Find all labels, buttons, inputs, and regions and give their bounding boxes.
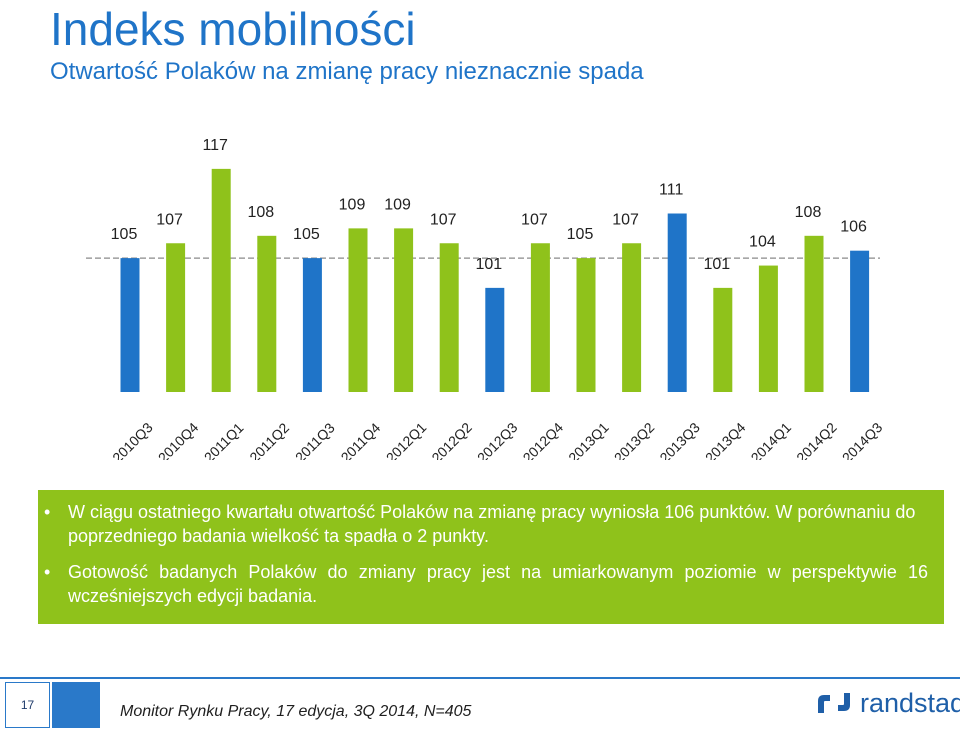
summary-list: W ciągu ostatniego kwartału otwartość Po… <box>44 500 928 608</box>
randstad-logo-text: randstad <box>860 687 960 718</box>
x-tick-label: 2014Q3 <box>839 419 886 460</box>
summary-bullet-1: W ciągu ostatniego kwartału otwartość Po… <box>44 500 928 548</box>
page-subtitle: Otwartość Polaków na zmianę pracy niezna… <box>50 58 644 85</box>
x-tick-label: 2012Q3 <box>474 419 521 460</box>
bar-value-label: 109 <box>384 196 411 213</box>
x-tick-label: 2010Q3 <box>109 419 156 460</box>
bar-value-label: 109 <box>339 196 366 213</box>
x-tick-label: 2013Q1 <box>565 419 612 460</box>
bar-value-label: 105 <box>111 226 138 243</box>
bar-value-label: 101 <box>475 256 502 273</box>
bar <box>804 235 824 392</box>
bar <box>348 228 368 392</box>
bar-value-label: 107 <box>521 211 548 228</box>
summary-box: W ciągu ostatniego kwartału otwartość Po… <box>38 490 944 624</box>
x-tick-label: 2011Q4 <box>338 419 384 460</box>
bar-value-label: 111 <box>659 182 683 199</box>
bar <box>576 258 596 392</box>
randstad-logo: randstad <box>816 687 960 719</box>
bar-value-label: 107 <box>156 211 183 228</box>
bar-value-label: 108 <box>795 204 822 221</box>
randstad-logo-icon <box>818 693 850 713</box>
x-tick-label: 2011Q2 <box>246 419 292 460</box>
x-tick-label: 2011Q3 <box>292 419 338 460</box>
bar-value-label: 105 <box>293 226 320 243</box>
bar <box>439 243 459 392</box>
bar <box>622 243 642 392</box>
bar <box>485 287 505 392</box>
bar-value-label: 117 <box>202 137 228 154</box>
summary-bullet-2: Gotowość badanych Polaków do zmiany prac… <box>44 560 928 608</box>
bar-value-label: 104 <box>749 234 776 251</box>
x-tick-label: 2010Q4 <box>155 419 202 460</box>
bar-value-label: 101 <box>703 256 730 273</box>
bar <box>257 235 277 392</box>
bar <box>302 258 322 392</box>
x-tick-label: 2013Q4 <box>702 419 749 460</box>
bar <box>394 228 414 392</box>
bar-value-label: 106 <box>840 219 867 236</box>
footer-accent-block <box>52 682 100 728</box>
x-tick-label: 2011Q1 <box>201 419 247 460</box>
bar <box>120 258 140 392</box>
source-note: Monitor Rynku Pracy, 17 edycja, 3Q 2014,… <box>120 703 472 720</box>
bar-value-label: 105 <box>567 226 594 243</box>
bar <box>758 265 778 392</box>
footer-divider <box>0 677 960 679</box>
x-tick-label: 2013Q2 <box>611 419 658 460</box>
x-tick-label: 2014Q2 <box>793 419 840 460</box>
page-number: 17 <box>5 682 50 728</box>
x-tick-label: 2014Q1 <box>748 419 795 460</box>
bar <box>530 243 550 392</box>
mobility-index-bar-chart: 105 107 117 108 105 109 109 107 101 107 105 107 111 1… <box>86 137 886 460</box>
x-tick-label: 2012Q2 <box>428 419 475 460</box>
bar-value-label: 108 <box>247 204 274 221</box>
x-tick-label: 2012Q1 <box>383 419 430 460</box>
page-title: Indeks mobilności <box>50 3 416 55</box>
bar <box>166 243 186 392</box>
bar <box>713 287 733 392</box>
x-tick-label: 2013Q3 <box>656 419 703 460</box>
bar <box>667 213 687 392</box>
bar-value-label: 107 <box>612 211 639 228</box>
bar <box>850 250 870 392</box>
bar <box>211 168 231 392</box>
bar-value-label: 107 <box>430 211 457 228</box>
x-tick-label: 2012Q4 <box>520 419 567 460</box>
